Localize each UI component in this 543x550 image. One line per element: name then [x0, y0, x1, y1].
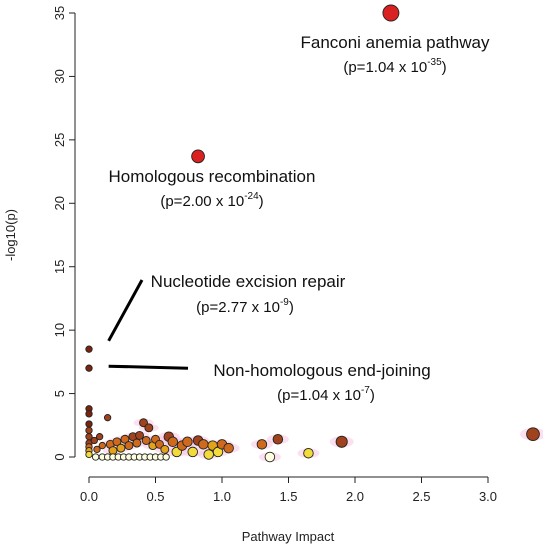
y-axis-title: -log10(p) — [3, 209, 18, 261]
point-2 — [85, 345, 93, 353]
y-tick-label-6: 30 — [52, 69, 67, 83]
annotation-fanconi-p: (p=1.04 x 10-35) — [343, 57, 446, 76]
point-0 — [382, 4, 400, 22]
point-52 — [526, 427, 540, 442]
y-tick-label-4: 20 — [52, 196, 67, 210]
annotation-nhej-name: Non-homologous end-joining — [213, 361, 430, 380]
annotation-fanconi-mantissa: 1.04 — [365, 59, 394, 76]
point-46 — [223, 442, 234, 454]
point-7 — [85, 426, 93, 435]
point-17 — [103, 414, 112, 422]
pointer-lines — [107, 279, 189, 370]
point-27 — [139, 418, 148, 428]
pointer-line-0 — [107, 279, 144, 342]
point-5 — [85, 410, 93, 418]
x-tick-label-5: 2.5 — [412, 489, 430, 504]
point-22 — [120, 434, 130, 444]
point-20 — [112, 437, 122, 447]
point-66 — [162, 453, 170, 461]
annotation-nhej-mantissa: 1.04 — [299, 387, 328, 404]
point-41 — [198, 439, 209, 450]
point-12 — [85, 450, 93, 459]
point-49 — [272, 433, 284, 445]
y-tick-label-3: 15 — [52, 259, 67, 273]
point-13 — [90, 436, 98, 445]
point-53 — [92, 453, 100, 461]
point-32 — [155, 439, 164, 449]
point-6 — [85, 420, 93, 428]
y-tick-label-1: 5 — [52, 390, 67, 397]
y-tick-label-7: 35 — [52, 6, 67, 20]
point-3 — [85, 364, 93, 372]
point-35 — [167, 436, 179, 448]
x-tick-label-3: 1.5 — [279, 489, 297, 504]
data-points — [85, 4, 543, 463]
annotation-homologous-mantissa: 2.00 — [182, 193, 211, 210]
point-50 — [303, 447, 314, 459]
annotation-ner-p: (p=2.77 x 10-9) — [196, 297, 294, 316]
annotation-fanconi-name: Fanconi anemia pathway — [300, 33, 490, 52]
point-29 — [144, 423, 154, 433]
x-tick-label-2: 1.0 — [213, 489, 231, 504]
point-42 — [203, 449, 214, 460]
annotation-ner-name: Nucleotide excision repair — [151, 272, 346, 291]
point-21 — [116, 443, 126, 453]
x-tick-label-4: 2.0 — [346, 489, 364, 504]
annotation-ner-exponent: -9 — [280, 297, 289, 308]
annotation-nhej-exponent: -7 — [361, 385, 370, 396]
annotation-fanconi-exponent: -35 — [427, 57, 442, 68]
axes: 0 5 10 15 20 25 30 35 0.0 0.5 1.0 1.5 2.0 2.5 3.0 — [52, 6, 497, 504]
pointer-line-1 — [108, 364, 189, 370]
point-26 — [135, 430, 144, 440]
point-47 — [256, 439, 268, 450]
y-tick-label-0: 0 — [52, 453, 67, 460]
annotation-ner-mantissa: 2.77 — [218, 299, 247, 316]
annotation-homologous-name: Homologous recombination — [109, 167, 316, 186]
point-51 — [335, 435, 348, 448]
x-tick-label-0: 0.0 — [80, 489, 98, 504]
point-23 — [124, 441, 134, 451]
annotation-homologous-exponent: -24 — [244, 191, 259, 202]
x-axis-title: Pathway Impact — [242, 529, 335, 544]
point-28 — [141, 436, 151, 445]
point-1 — [191, 149, 205, 164]
annotation-homologous-p: (p=2.00 x 10-24) — [160, 191, 263, 210]
point-38 — [182, 436, 193, 448]
point-16 — [98, 441, 106, 450]
point-25 — [132, 438, 142, 448]
y-tick-label-5: 25 — [52, 133, 67, 147]
point-33 — [160, 444, 170, 454]
annotation-nhej-p: (p=1.04 x 10-7) — [277, 385, 375, 404]
y-tick-label-2: 10 — [52, 323, 67, 337]
point-48 — [264, 451, 276, 463]
x-tick-label-6: 3.0 — [479, 489, 497, 504]
point-39 — [187, 446, 198, 458]
x-tick-label-1: 0.5 — [146, 489, 164, 504]
point-15 — [95, 433, 104, 441]
point-14 — [93, 445, 101, 454]
